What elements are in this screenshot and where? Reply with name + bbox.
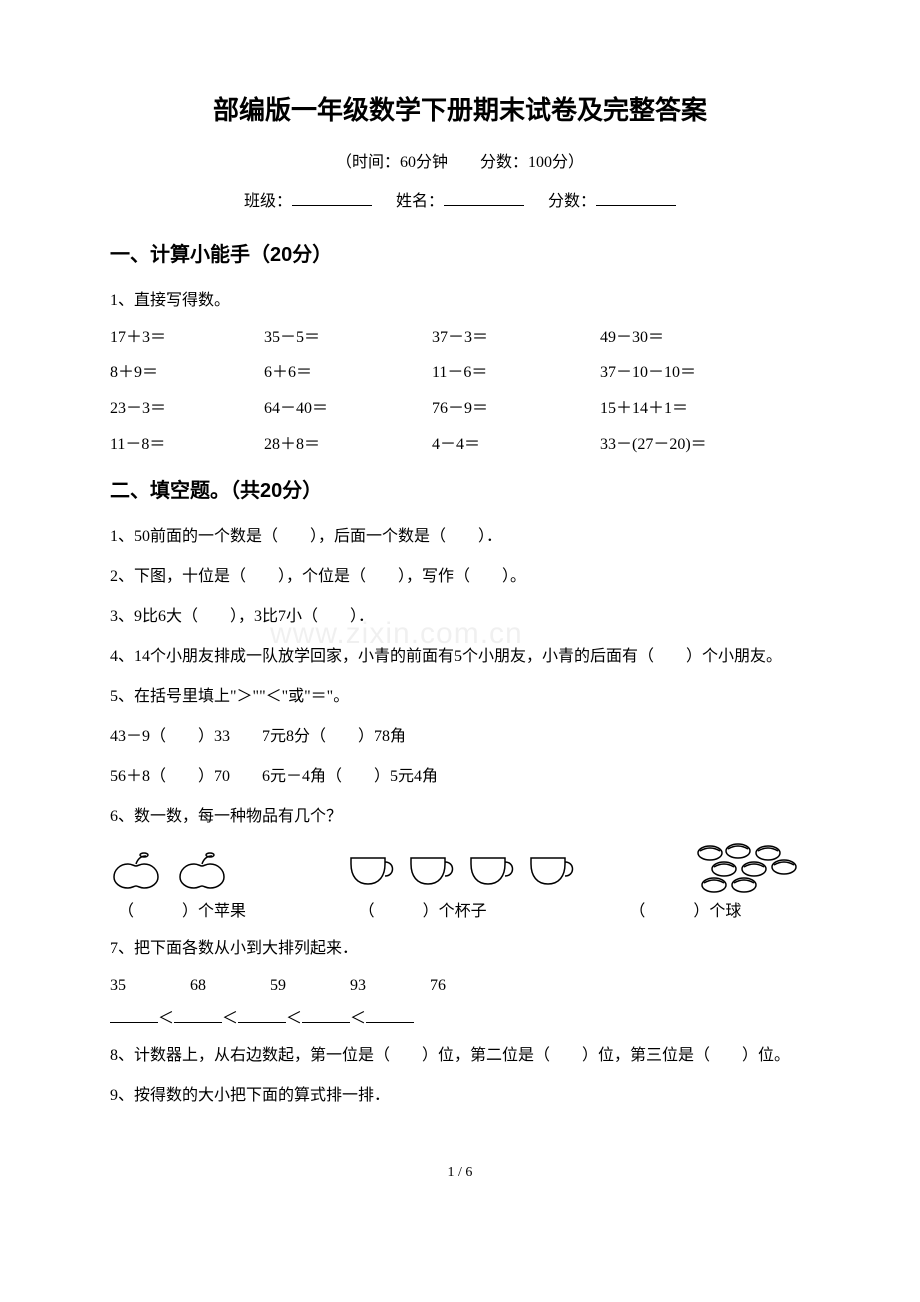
class-label: 班级：	[244, 193, 292, 210]
s2-q6: 6、数一数，每一种物品有几个？	[110, 801, 810, 833]
apple-count-label: （ ）个苹果	[110, 899, 299, 925]
s2-q7-blanks: ＜＜＜＜	[110, 1006, 810, 1032]
exam-meta: （时间：60分钟 分数：100分）	[110, 150, 810, 176]
s2-q3: 3、9比6大（ ），3比7小（ ）．	[110, 601, 810, 633]
sort-num: 76	[430, 973, 446, 999]
cups-icon	[345, 844, 585, 890]
calc-cell: 4－4＝	[432, 432, 600, 458]
calc-cell: 15＋14＋1＝	[600, 396, 810, 422]
sort-num: 93	[350, 973, 366, 999]
calc-cell: 11－8＝	[110, 432, 264, 458]
score-blank	[596, 190, 676, 206]
sort-num: 68	[190, 973, 206, 999]
sort-blank	[302, 1022, 350, 1023]
s2-q5-line2: 56＋8（ ）70 6元－4角（ ）5元4角	[110, 761, 810, 793]
s2-q5-line1: 43－9（ ）33 7元8分（ ）78角	[110, 721, 810, 753]
class-blank	[292, 190, 372, 206]
calc-cell: 17＋3＝	[110, 325, 264, 351]
name-blank	[444, 190, 524, 206]
q1-label: 1、直接写得数。	[110, 285, 810, 317]
s2-q7-numbers: 35 68 59 93 76	[110, 973, 810, 999]
balls-icon	[690, 841, 810, 893]
sort-blank	[366, 1022, 414, 1023]
section-2-heading: 二、填空题。（共20分）	[110, 475, 810, 507]
page-title: 部编版一年级数学下册期末试卷及完整答案	[110, 90, 810, 132]
ball-count-label: （ ）个球	[539, 899, 810, 925]
calc-cell: 37－10－10＝	[600, 360, 810, 386]
s2-q9: 9、按得数的大小把下面的算式排一排．	[110, 1080, 810, 1112]
apples-icon	[110, 844, 240, 890]
counting-labels-row: （ ）个苹果 （ ）个杯子 （ ）个球	[110, 899, 810, 925]
calc-cell: 23－3＝	[110, 396, 264, 422]
calc-cell: 33－(27－20)＝	[600, 432, 810, 458]
sort-blank	[238, 1022, 286, 1023]
calc-grid: 17＋3＝ 35－5＝ 37－3＝ 49－30＝ 8＋9＝ 6＋6＝ 11－6＝…	[110, 325, 810, 457]
counting-images-row	[110, 841, 810, 893]
score-label: 分数：	[548, 193, 596, 210]
s2-q5: 5、在括号里填上"＞""＜"或"＝"。	[110, 681, 810, 713]
calc-cell: 8＋9＝	[110, 360, 264, 386]
calc-cell: 37－3＝	[432, 325, 600, 351]
s2-q7: 7、把下面各数从小到大排列起来．	[110, 933, 810, 965]
page-number: 1 / 6	[110, 1162, 810, 1184]
calc-cell: 64－40＝	[264, 396, 432, 422]
name-label: 姓名：	[396, 193, 444, 210]
s2-q2: 2、下图，十位是（ ），个位是（ ），写作（ ）。	[110, 561, 810, 593]
cup-count-label: （ ）个杯子	[299, 899, 540, 925]
calc-cell: 35－5＝	[264, 325, 432, 351]
sort-blank	[110, 1022, 158, 1023]
sort-num: 35	[110, 973, 126, 999]
s2-q1: 1、50前面的一个数是（ ），后面一个数是（ ）．	[110, 521, 810, 553]
calc-cell: 76－9＝	[432, 396, 600, 422]
calc-cell: 11－6＝	[432, 360, 600, 386]
calc-cell: 28＋8＝	[264, 432, 432, 458]
student-info-line: 班级： 姓名： 分数：	[110, 189, 810, 215]
sort-num: 59	[270, 973, 286, 999]
calc-cell: 49－30＝	[600, 325, 810, 351]
s2-q4: 4、14个小朋友排成一队放学回家，小青的前面有5个小朋友，小青的后面有（ ）个小…	[110, 641, 810, 673]
s2-q8: 8、计数器上，从右边数起，第一位是（ ）位，第二位是（ ）位，第三位是（ ）位。	[110, 1040, 810, 1072]
sort-blank	[174, 1022, 222, 1023]
section-1-heading: 一、计算小能手（20分）	[110, 239, 810, 271]
calc-cell: 6＋6＝	[264, 360, 432, 386]
